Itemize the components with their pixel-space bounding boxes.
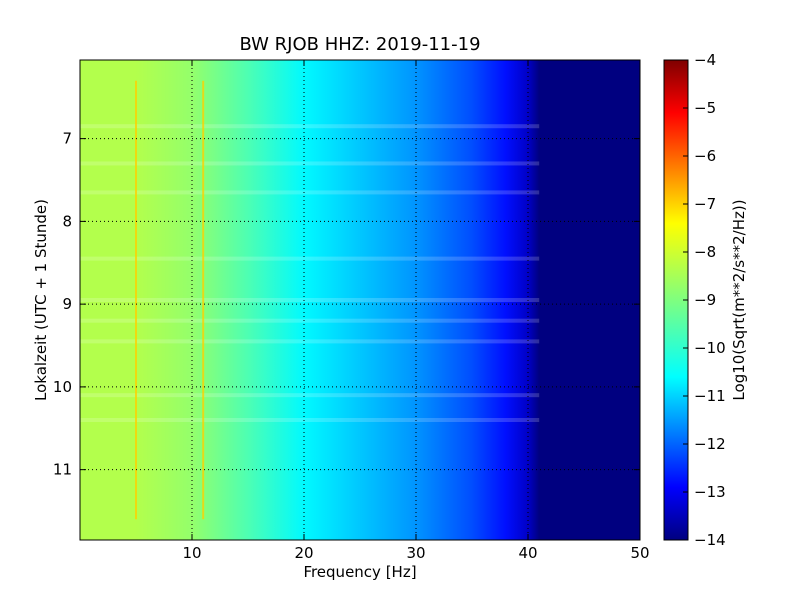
heatmap-area — [80, 60, 640, 540]
event-stripe — [80, 124, 540, 129]
colorbar-tick-label: −13 — [694, 483, 726, 501]
x-tick-label: 10 — [182, 544, 201, 562]
colorbar-tick-label: −10 — [694, 339, 726, 357]
event-stripe — [80, 418, 540, 422]
event-stripe — [80, 161, 540, 166]
x-tick-label: 30 — [406, 544, 425, 562]
event-stripe — [80, 298, 540, 302]
chart-title: BW RJOB HHZ: 2019-11-19 — [239, 34, 480, 55]
colorbar-tick-label: −9 — [694, 291, 716, 309]
event-stripe — [80, 256, 540, 261]
y-tick-label: 7 — [62, 130, 72, 148]
colorbar-tick-label: −7 — [694, 195, 716, 213]
x-tick-label: 50 — [630, 544, 649, 562]
event-stripe — [80, 318, 540, 323]
colorbar-tick-label: −6 — [694, 147, 716, 165]
y-axis-label: Lokalzeit (UTC + 1 Stunde) — [32, 199, 50, 401]
event-stripe — [80, 393, 540, 398]
y-tick-label: 8 — [62, 212, 72, 230]
colorbar-tick-label: −8 — [694, 243, 716, 261]
y-tick-label: 11 — [53, 461, 72, 479]
x-tick-label: 40 — [518, 544, 537, 562]
y-tick-label: 9 — [62, 295, 72, 313]
event-stripe — [80, 339, 540, 344]
colorbar-tick-label: −14 — [694, 531, 726, 549]
colorbar-label: Log10(Sqrt(m**2/s**2/Hz)) — [730, 199, 748, 400]
heatmap-background — [80, 60, 640, 540]
colorbar-tick-label: −5 — [694, 99, 716, 117]
x-tick-label: 20 — [294, 544, 313, 562]
x-axis-label: Frequency [Hz] — [303, 563, 416, 581]
colorbar-tick-label: −12 — [694, 435, 726, 453]
y-tick-label: 10 — [53, 378, 72, 396]
event-stripe — [80, 190, 540, 195]
colorbar-tick-label: −11 — [694, 387, 726, 405]
plot-frame — [79, 59, 641, 541]
colorbar-tick-label: −4 — [694, 51, 716, 69]
